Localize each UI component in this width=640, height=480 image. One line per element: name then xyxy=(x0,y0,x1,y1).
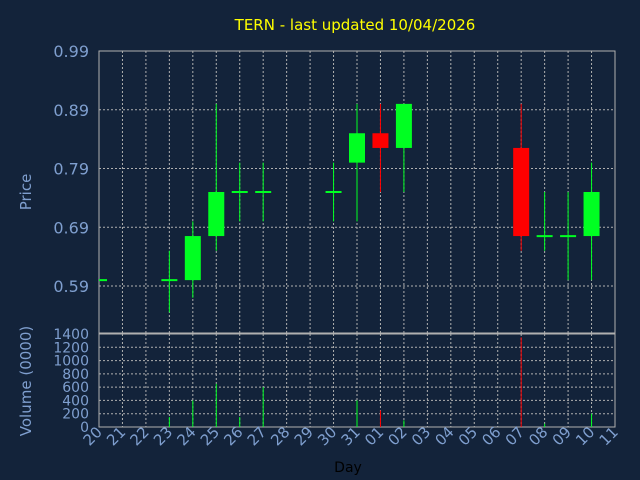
volume-tick-label: 1000 xyxy=(53,354,89,370)
x-axis-label: Day xyxy=(334,460,362,476)
price-tick-label: 0.59 xyxy=(53,277,89,296)
volume-tick-label: 800 xyxy=(62,367,89,383)
candle-body xyxy=(208,192,225,237)
volume-tick-label: 1200 xyxy=(53,340,89,356)
candle-body xyxy=(395,103,412,148)
volume-tick-label: 600 xyxy=(62,380,89,396)
volume-axis-label: Volume (0000) xyxy=(17,326,35,436)
price-tick-label: 0.99 xyxy=(53,42,89,61)
volume-tick-label: 0 xyxy=(80,420,89,436)
price-tick-label: 0.89 xyxy=(53,101,89,120)
candle-body xyxy=(583,192,600,237)
chart-marks: 0.99 0.89 0.79 0.69 0.59 14001200100080060040… xyxy=(53,42,621,449)
candle-body xyxy=(513,147,530,237)
volume-tick-label: 200 xyxy=(62,407,89,423)
price-tick-label: 0.69 xyxy=(53,218,89,237)
volume-tick-label: 400 xyxy=(62,393,89,409)
candle-body xyxy=(372,133,389,148)
candle-body xyxy=(184,236,201,281)
chart-title: TERN - last updated 10/04/2026 xyxy=(234,16,476,34)
price-axis-label: Price xyxy=(17,174,35,211)
volume-tick-label: 1400 xyxy=(53,327,89,343)
candle-body xyxy=(349,133,365,163)
price-panel-frame xyxy=(98,50,616,334)
price-tick-label: 0.79 xyxy=(53,160,89,179)
